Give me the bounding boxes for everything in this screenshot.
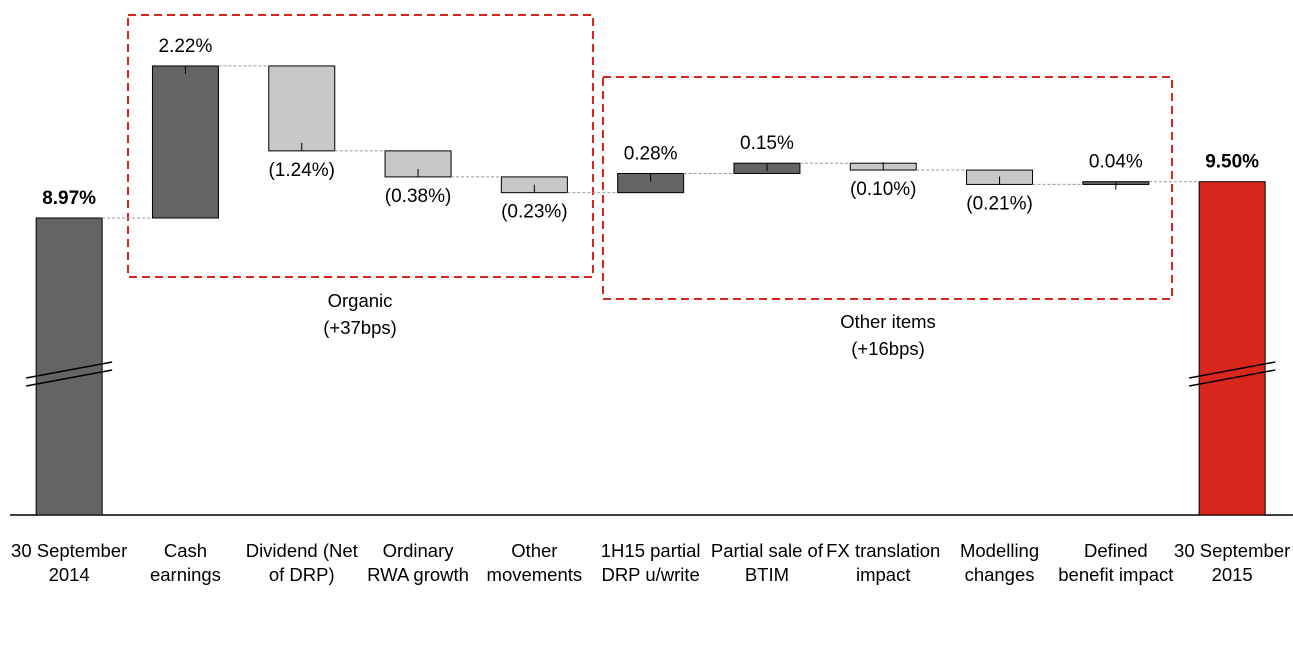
bar xyxy=(1198,181,1266,516)
value-label: 0.28% xyxy=(624,143,678,164)
x-tick-label: Cash earnings xyxy=(149,540,221,585)
group-label: Other items xyxy=(840,311,936,332)
group-label: Organic xyxy=(327,290,393,311)
x-tick-label: 1H15 partial DRP u/write xyxy=(600,540,701,585)
x-tick-label: Ordinary RWA growth xyxy=(367,540,469,585)
value-label: (1.24%) xyxy=(268,160,335,181)
break-mark xyxy=(1189,369,1276,387)
break-mark xyxy=(26,361,113,379)
value-label: (0.38%) xyxy=(385,186,452,207)
x-tick-label: Defined benefit impact xyxy=(1058,540,1174,585)
value-label: 0.15% xyxy=(740,133,794,154)
break-mark xyxy=(26,369,113,387)
value-label: (0.23%) xyxy=(501,202,568,223)
group-note: (+16bps) xyxy=(851,338,925,359)
x-tick-label: 30 September 2015 xyxy=(1174,540,1291,585)
bar xyxy=(35,217,103,516)
value-label: 2.22% xyxy=(159,36,213,57)
value-label: (0.10%) xyxy=(850,179,917,200)
bar xyxy=(268,65,336,152)
x-tick-label: Dividend (Net of DRP) xyxy=(245,540,358,585)
break-mark xyxy=(1189,361,1276,379)
x-tick-label: Modelling changes xyxy=(959,540,1040,585)
x-tick-label: Partial sale of BTIM xyxy=(710,540,823,585)
x-tick-label: Other movements xyxy=(486,540,583,585)
x-tick-label: FX translation impact xyxy=(826,540,941,585)
x-tick-label: 30 September 2014 xyxy=(11,540,128,585)
bar xyxy=(151,65,219,219)
value-label: (0.21%) xyxy=(966,193,1033,214)
value-label: 0.04% xyxy=(1089,152,1143,173)
group-note: (+37bps) xyxy=(323,317,397,338)
group-box xyxy=(602,76,1173,300)
value-label: 9.50% xyxy=(1205,152,1259,173)
value-label: 8.97% xyxy=(42,188,96,209)
